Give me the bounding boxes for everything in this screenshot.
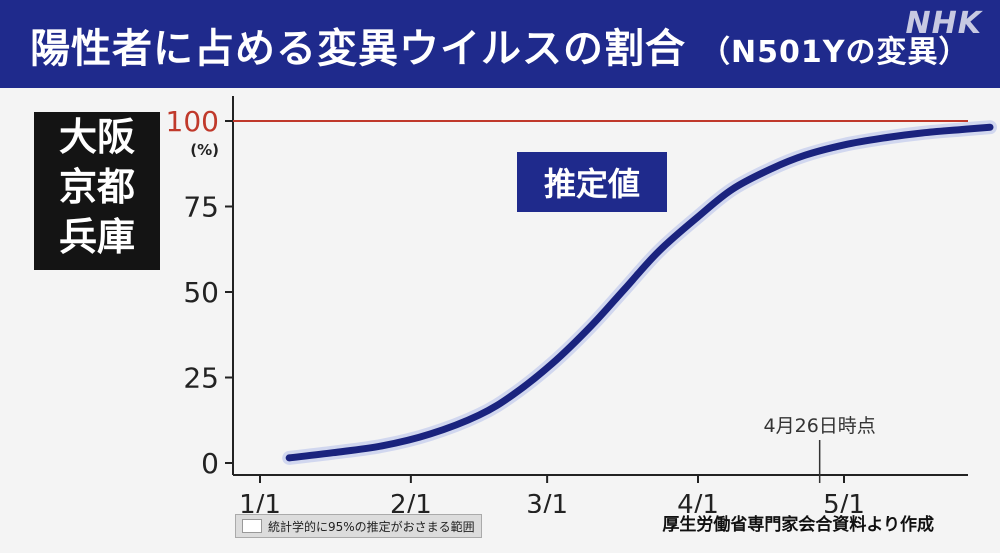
- x-tick-label: 5/1: [823, 490, 865, 513]
- legend-text: 統計学的に95%の推定がおさまる範囲: [268, 519, 475, 534]
- y-tick-label: 25: [183, 362, 219, 395]
- legend-swatch: [242, 519, 262, 533]
- region-osaka: 大阪: [58, 115, 135, 159]
- estimate-curve: [285, 123, 994, 462]
- chart-subtitle: （N501Yの変異）: [700, 35, 970, 70]
- region-kyoto: 京都: [58, 165, 135, 209]
- chart-title-main: 陽性者に占める変異ウイルスの割合: [30, 26, 686, 72]
- chart-title: 陽性者に占める変異ウイルスの割合 （N501Yの変異）: [30, 16, 969, 74]
- y-tick-label: 50: [183, 276, 219, 309]
- chart-area: 0 25 50 75 100 (%) 1/1 2/1 3/1 4/1 5/1 4月26日時点: [166, 96, 997, 513]
- x-tick-label: 4/1: [677, 490, 719, 513]
- x-tick-label: 1/1: [239, 490, 281, 513]
- y-tick-label: 75: [183, 191, 219, 224]
- y-tick-label: 100: [166, 105, 219, 138]
- x-tick-label: 2/1: [390, 490, 432, 513]
- x-tick-label: 3/1: [526, 490, 568, 513]
- nhk-logo: NHK: [905, 6, 982, 41]
- y-tick-label: 0: [201, 447, 219, 480]
- legend: 統計学的に95%の推定がおさまる範囲: [235, 514, 482, 538]
- title-bar: 陽性者に占める変異ウイルスの割合 （N501Yの変異） NHK: [0, 0, 1000, 88]
- source-note: 厚生労働省専門家会合資料より作成: [662, 515, 934, 535]
- region-box: 大阪 京都 兵庫: [34, 112, 160, 270]
- y-axis-unit-label: (%): [190, 141, 219, 159]
- region-hyogo: 兵庫: [58, 215, 135, 259]
- annotation-label: 4月26日時点: [764, 415, 876, 437]
- estimate-label: 推定値: [517, 152, 667, 212]
